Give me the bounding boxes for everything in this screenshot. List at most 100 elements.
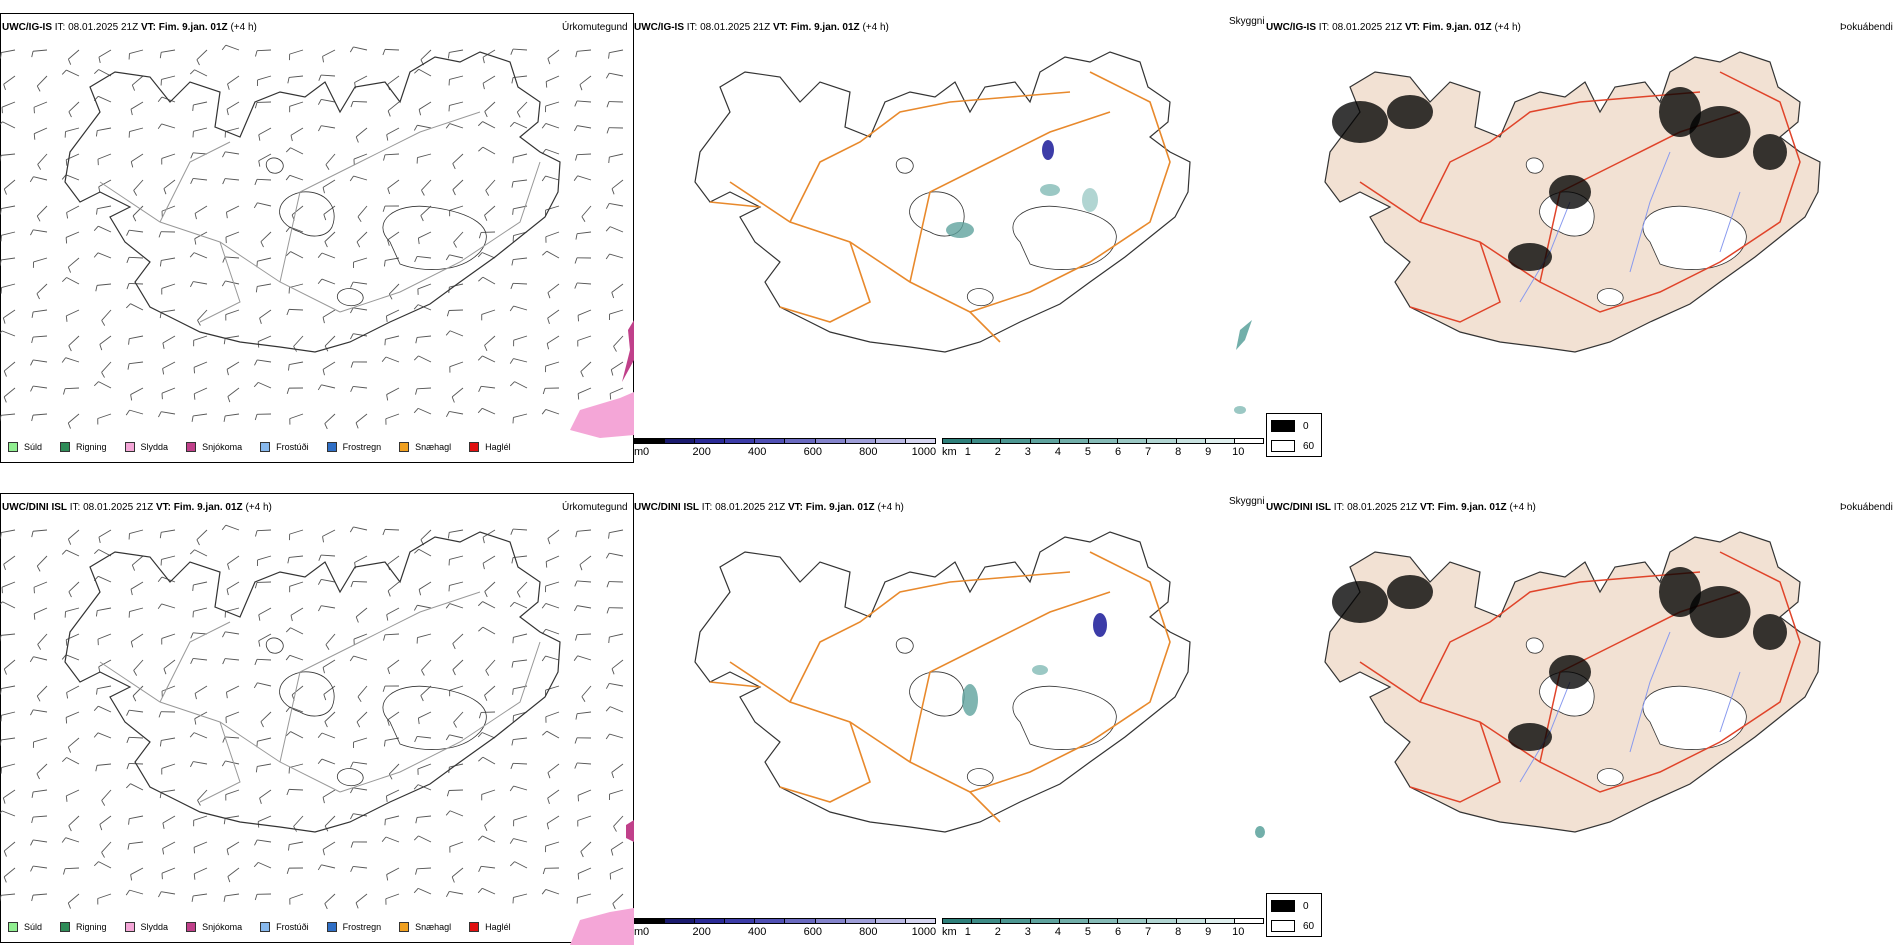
- wind-barb-tick: [541, 655, 546, 662]
- wind-barb-tick: [477, 835, 483, 841]
- wind-barb-tick: [285, 226, 291, 233]
- wind-barb: [194, 387, 208, 395]
- wind-barb: [3, 659, 16, 670]
- glacier-outline: [337, 288, 364, 307]
- wind-barb: [547, 309, 560, 319]
- wind-barb: [353, 655, 368, 661]
- wind-barb-tick: [415, 388, 418, 395]
- colorbar-tick: 0: [643, 446, 650, 458]
- wind-barb: [386, 607, 400, 616]
- wind-barb-tick: [253, 202, 258, 209]
- fog-patch: [1508, 243, 1552, 271]
- wind-barb: [609, 226, 624, 233]
- river: [1629, 151, 1671, 273]
- wind-barb: [545, 581, 560, 587]
- wind-barb-tick: [194, 693, 197, 700]
- wind-barb-tick: [477, 732, 483, 738]
- legend-swatch: [8, 922, 18, 932]
- wind-barb: [1, 330, 16, 337]
- wind-barb: [225, 760, 240, 765]
- wind-barb: [387, 231, 400, 241]
- wind-barb-tick: [33, 613, 36, 620]
- wind-barb: [482, 555, 496, 564]
- wind-barb: [420, 205, 432, 216]
- wind-barb-tick: [605, 706, 611, 712]
- wind-barb-tick: [318, 554, 322, 561]
- wind-barb: [1, 763, 16, 769]
- wind-barb: [65, 607, 80, 613]
- wind-barb: [322, 49, 336, 57]
- wind-barb: [357, 685, 368, 698]
- colorbar-segment: [1176, 439, 1206, 443]
- wind-barb: [97, 685, 112, 690]
- wind-barb: [65, 654, 80, 661]
- wind-barb-tick: [322, 797, 325, 804]
- wind-barb: [387, 555, 400, 565]
- wind-barb-tick: [606, 607, 610, 614]
- wind-barb: [355, 893, 368, 904]
- wind-barb: [482, 756, 496, 765]
- legend-item: Frostregn: [326, 442, 381, 452]
- wind-barb-tick: [226, 589, 229, 596]
- wind-barb: [97, 633, 112, 640]
- wind-barb-tick: [68, 111, 72, 118]
- wind-barb-tick: [194, 238, 197, 245]
- wind-barb: [226, 581, 240, 590]
- wind-barb: [321, 864, 336, 869]
- wind-barb-tick: [285, 147, 291, 153]
- wind-barb: [417, 304, 432, 311]
- wind-barb: [609, 49, 624, 54]
- colorbar-tick: 800: [859, 446, 878, 458]
- colorbar-tick: 1: [964, 926, 971, 938]
- colorbar-tick: 800: [859, 926, 878, 938]
- wind-barb-tick: [190, 658, 194, 665]
- wind-barb: [324, 413, 336, 424]
- legend-item: Súld: [8, 442, 42, 452]
- wind-barb: [418, 355, 432, 363]
- wind-barb-tick: [286, 387, 290, 394]
- wind-barb-tick: [577, 393, 580, 400]
- wind-barb-tick: [223, 895, 226, 902]
- fog-legend-row: 0: [1271, 420, 1309, 432]
- wind-barb: [353, 281, 368, 285]
- road: [279, 591, 481, 763]
- wind-barb: [547, 529, 560, 539]
- wind-barb: [449, 205, 464, 211]
- wind-barbs-map: [0, 524, 624, 910]
- road: [159, 141, 231, 223]
- wind-barb-tick: [355, 616, 359, 623]
- legend-item: Frostregn: [326, 922, 381, 932]
- wind-barb-tick: [130, 161, 134, 168]
- wind-barb-tick: [61, 69, 67, 75]
- wind-barb: [513, 659, 528, 663]
- wind-barb-tick: [417, 238, 420, 245]
- vt-value: Fim. 9.jan. 01Z: [1422, 22, 1492, 33]
- wind-barb-tick: [126, 230, 130, 236]
- wind-barb-tick: [285, 251, 291, 257]
- wind-barb-tick: [0, 810, 3, 814]
- wind-barb: [449, 581, 464, 586]
- wind-barb-tick: [158, 411, 162, 418]
- wind-barb-tick: [222, 178, 226, 185]
- wind-barb-tick: [127, 843, 130, 850]
- wind-barb: [513, 838, 528, 843]
- colorbar-segment: [1205, 919, 1235, 923]
- wind-barb-tick: [420, 695, 424, 702]
- wind-barb-tick: [317, 252, 323, 258]
- fog-patch: [1689, 586, 1751, 638]
- wind-barb-tick: [61, 357, 67, 363]
- road: [909, 111, 1111, 283]
- wind-barb: [101, 841, 112, 853]
- wind-barb-tick: [0, 259, 2, 266]
- wind-barb-tick: [381, 836, 387, 842]
- wind-barb-tick: [285, 655, 291, 661]
- wind-barb: [196, 529, 208, 541]
- legend-item: Rigning: [60, 922, 107, 932]
- wind-barb-tick: [93, 381, 99, 387]
- fog-patch: [1387, 575, 1433, 609]
- wind-barb-tick: [2, 317, 6, 324]
- wind-barb-tick: [382, 205, 386, 212]
- wind-barb: [66, 69, 80, 77]
- wind-barb: [448, 789, 464, 791]
- panel-header: UWC/DINI ISL IT: 08.01.2025 21Z VT: Fim.…: [1266, 502, 1536, 513]
